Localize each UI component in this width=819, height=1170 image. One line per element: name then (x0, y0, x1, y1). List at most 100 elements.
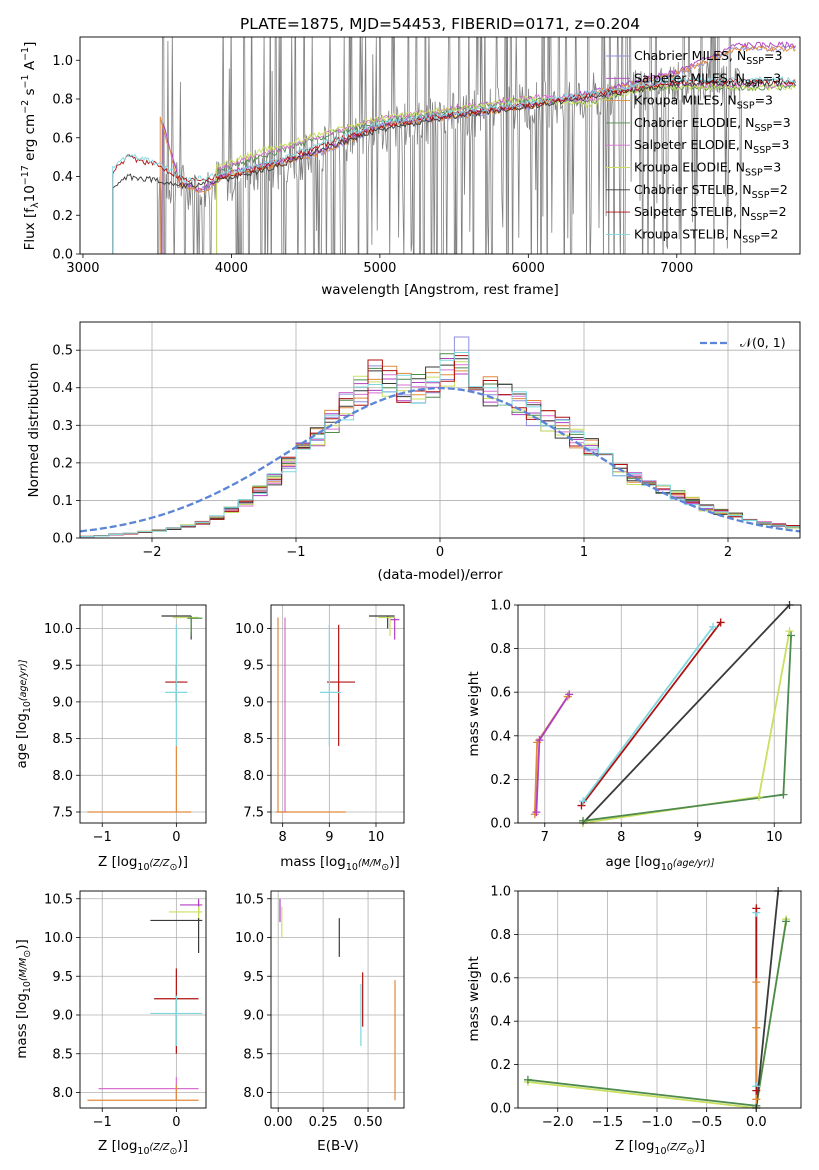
axes-residuals: −2 −1 0 1 2 0.0 0.1 0.2 0.3 0.4 0.5 𝒩(0, 1) (data-mo… (26, 321, 801, 583)
x-axis-label-part: ⊙ (686, 1146, 694, 1157)
legend-label-part: Salpeter ELODIE, N (634, 137, 753, 152)
x-axis-label-part: )] (389, 854, 400, 870)
x-tick-label: 3000 (66, 261, 99, 276)
weight-line (535, 693, 570, 813)
y-tick-label: 0.0 (490, 817, 511, 832)
y-axis-label-part: λ (30, 202, 41, 208)
x-tick-label: 10 (368, 830, 385, 845)
x-axis-label-part: ⊙ (381, 862, 389, 873)
y-axis-label-part: 10 (22, 981, 33, 993)
y-axis-label-part: −17 (20, 165, 31, 185)
y-tick-label: 8.0 (52, 1086, 73, 1101)
axes-weight_vs_Z: −2.0 −1.5 −1.0 −0.5 0.0 0.0 0.2 0.4 0.6 0.8 1.0 Z [… (466, 885, 802, 1157)
legend-label-part: =2 (768, 204, 786, 219)
y-axis-label-part: )] (14, 939, 30, 950)
weight-marker (532, 808, 541, 817)
axes-frame (517, 604, 802, 824)
weight-marker (785, 627, 794, 636)
y-tick-label: 9.0 (243, 695, 264, 710)
x-axis-label-part: Z [log (98, 854, 137, 870)
x-axis-label-part: (Z/Z (667, 1142, 687, 1153)
x-tick-label: 1 (580, 545, 588, 560)
x-axis-label-part: 10 (661, 862, 673, 873)
legend-label-part: =3 (755, 93, 773, 108)
y-axis-label-part: age [log (14, 713, 30, 768)
y-tick-label: 9.0 (52, 695, 73, 710)
y-tick-label: 0.2 (490, 773, 511, 788)
legend-label: Chabrier MILES, NSSP=3 (634, 48, 782, 67)
x-tick-label: −1 (286, 545, 305, 560)
y-tick-label: 0.6 (490, 971, 511, 986)
weight-marker (782, 917, 791, 926)
weight-marker (716, 618, 725, 627)
x-axis-label-part: Z [log (615, 1138, 654, 1154)
x-axis-label: E(B-V) (317, 1138, 359, 1154)
y-tick-label: 0.2 (490, 1058, 511, 1073)
x-axis-label-part: )] (177, 854, 188, 870)
y-tick-label: 10.0 (235, 622, 264, 637)
chart-title: PLATE=1875, MJD=54453, FIBERID=0171, z=0… (240, 15, 640, 33)
y-tick-label: 8.5 (52, 732, 73, 747)
axes-frame (270, 604, 405, 824)
y-axis-label-part: −1 (20, 74, 31, 88)
weight-line (582, 626, 714, 802)
y-axis-label-part: 10 (22, 185, 38, 202)
y-tick-label: 10.0 (44, 931, 73, 946)
y-axis-label: mass weight (466, 671, 482, 756)
weight-marker (752, 904, 761, 913)
y-tick-label: 0.8 (490, 928, 511, 943)
x-tick-label: 7 (541, 830, 549, 845)
legend-label-part: Salpeter MILES, N (634, 70, 745, 85)
legend-label: Kroupa ELODIE, NSSP=3 (634, 160, 781, 179)
legend-label: Kroupa MILES, NSSP=3 (634, 93, 773, 112)
y-tick-label: 0.1 (52, 494, 73, 509)
x-axis-label: age [log10(age/yr)] (606, 854, 715, 873)
x-axis-label-part: )] (177, 1138, 188, 1154)
y-tick-label: 0.6 (52, 131, 73, 146)
legend-label-part: SSP (745, 168, 763, 179)
y-tick-label: 8.0 (52, 769, 73, 784)
weight-marker (752, 1086, 761, 1095)
legend-label-part: =3 (772, 115, 790, 130)
legend-label-part: =3 (764, 48, 782, 63)
model-spectrum-line (112, 79, 796, 254)
y-tick-label: 10.0 (235, 931, 264, 946)
y-tick-label: 10.0 (44, 622, 73, 637)
legend-label-part: =2 (769, 182, 787, 197)
y-axis-label-part: −1 (20, 47, 31, 61)
legend-label-part: =3 (771, 137, 789, 152)
y-axis-label: mass [log10(M/M⊙)] (14, 939, 33, 1059)
model-spectrum-line (216, 83, 796, 254)
legend-label: Chabrier ELODIE, NSSP=3 (634, 115, 791, 134)
plot-area (271, 605, 404, 823)
x-tick-label: −2.0 (542, 1115, 574, 1130)
plot-area (80, 891, 206, 1108)
y-tick-label: 9.0 (52, 1009, 73, 1024)
y-tick-label: 0.2 (52, 209, 73, 224)
y-tick-label: 0.2 (52, 456, 73, 471)
x-tick-label: 0.25 (309, 1115, 338, 1130)
weight-marker (752, 1095, 761, 1104)
legend-label: Kroupa STELIB, NSSP=2 (634, 226, 778, 245)
x-axis-label-part: ⊙ (169, 1146, 177, 1157)
y-axis-label-part: −2 (20, 100, 31, 114)
legend-label-part: Salpeter STELIB, N (634, 204, 750, 219)
x-axis-label: Z [log10(Z/Z⊙)] (98, 1138, 188, 1157)
legend-label-part: =3 (763, 160, 781, 175)
y-axis-label-part: ⊙ (22, 950, 33, 958)
weight-marker (523, 1075, 532, 1084)
y-tick-label: 10.5 (235, 892, 264, 907)
axes-spectrum: 3000 4000 5000 6000 7000 0.0 0.2 0.4 0.6 0.8 1.0 Ch… (20, 15, 801, 298)
plot-area (80, 322, 800, 538)
x-tick-label: −0.5 (691, 1115, 723, 1130)
y-axis-label-part: (age/yr)] (18, 659, 29, 701)
y-tick-label: 8.5 (243, 732, 264, 747)
weight-marker (535, 736, 544, 745)
weight-line (533, 696, 569, 815)
x-tick-label: 9 (325, 830, 333, 845)
y-tick-label: 0.8 (52, 93, 73, 108)
y-tick-label: 0.4 (490, 1015, 511, 1030)
y-axis-label: age [log10(age/yr)] (14, 659, 33, 768)
axes-frame (517, 890, 802, 1109)
weight-marker (579, 816, 588, 825)
